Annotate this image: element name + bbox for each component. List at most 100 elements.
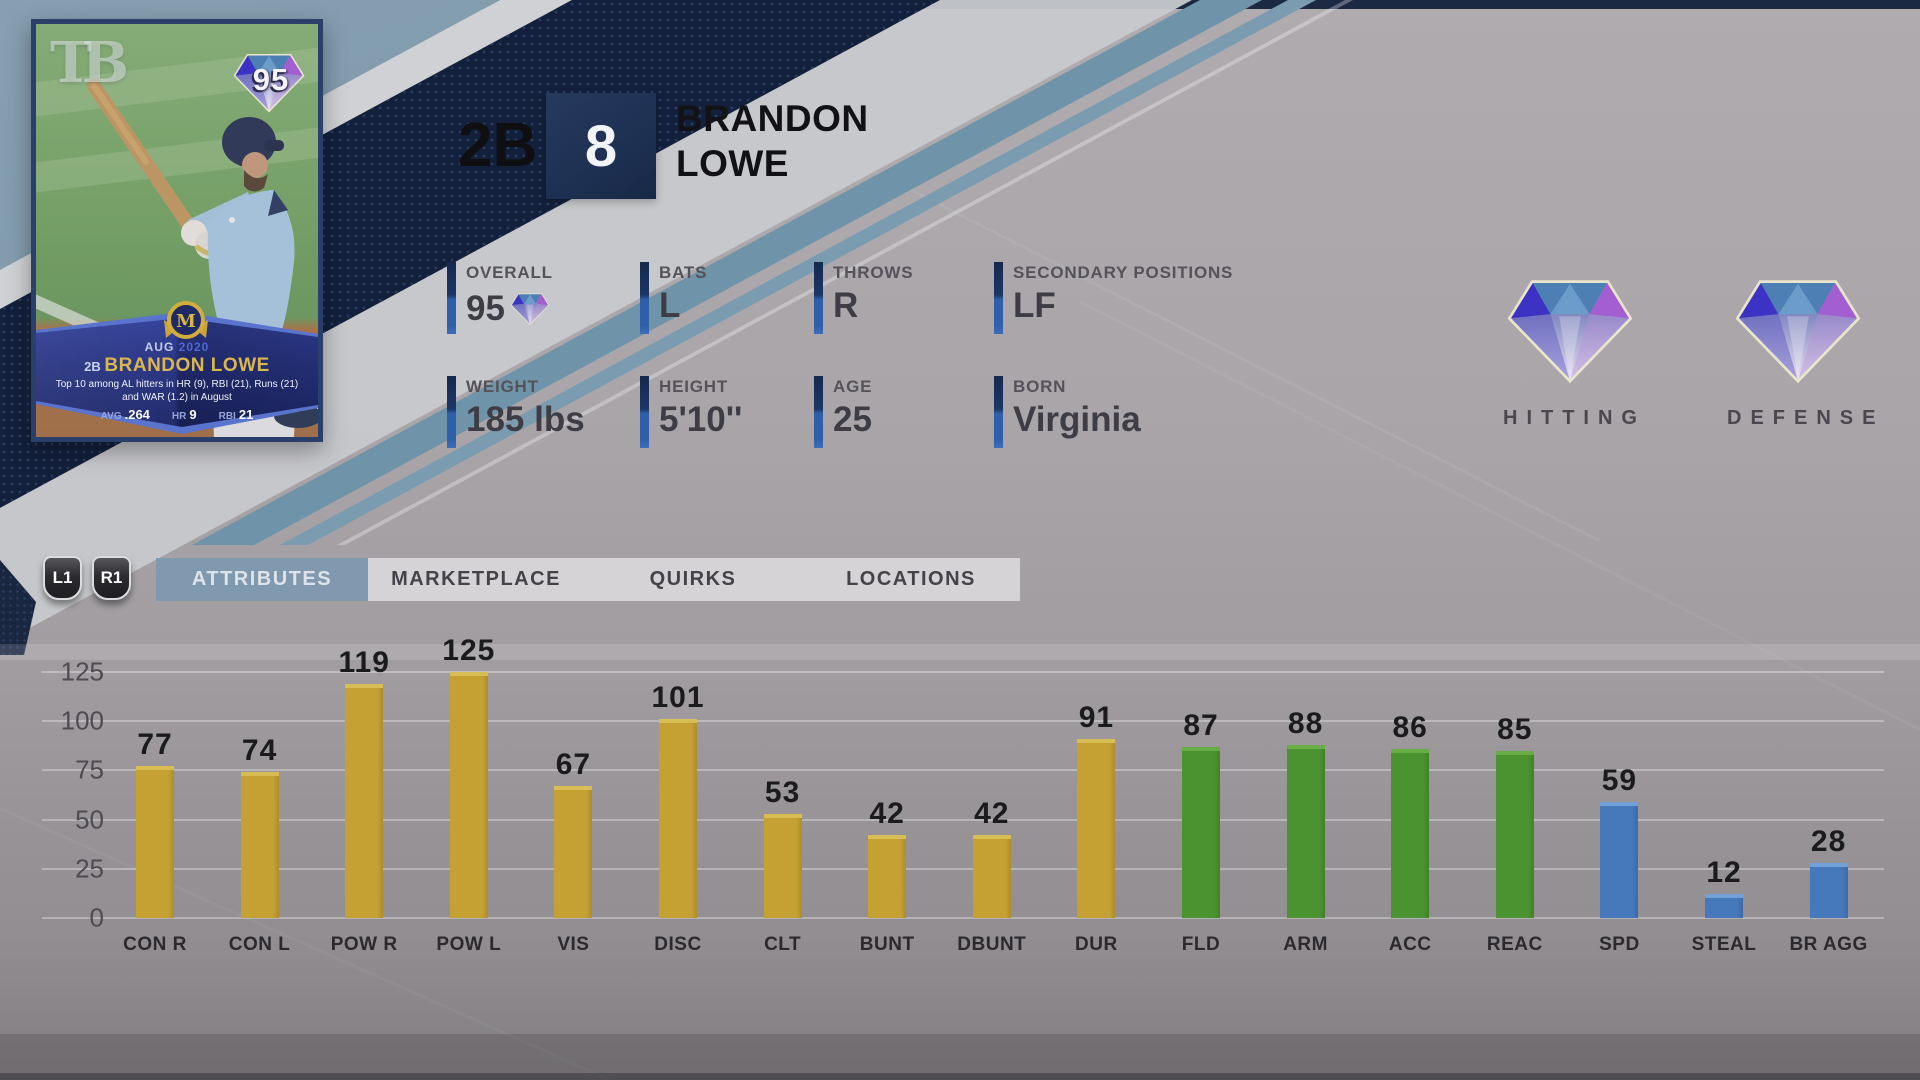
header-position: 2B [458,111,538,180]
info-accent-bar [814,262,823,334]
info-value-bats: L [659,286,681,325]
overall-gem-icon [510,289,550,335]
jersey-number-box: 8 [546,93,656,199]
bar-value-steal: 12 [1706,856,1742,890]
bar-label-steal: STEAL [1691,934,1757,955]
info-label-age: AGE [833,377,873,396]
tab-marketplace[interactable]: MARKETPLACE [368,558,584,601]
team-watermark: TB [50,30,129,96]
bar-dur [1077,738,1116,918]
info-accent-bar [994,376,1003,448]
card-hr: HR 9 [171,407,197,422]
info-value-weight: 185 lbs [466,400,585,439]
l1-button[interactable]: L1 [43,556,82,600]
bar-label-vis: VIS [557,934,590,955]
info-value-throws: R [833,286,859,325]
bar-label-arm: ARM [1283,934,1328,955]
card-year: 2020 [178,340,210,354]
bar-label-pow-l: POW L [436,934,502,955]
bar-value-con-l: 74 [241,734,278,768]
bar-label-con-l: CON L [228,934,291,955]
bar-dbunt [972,835,1011,918]
svg-text:M: M [176,311,196,332]
bar-value-vis: 67 [555,748,592,782]
info-value-born: Virginia [1013,400,1141,439]
bar-label-disc: DISC [654,934,702,955]
bar-value-spd: 59 [1601,763,1638,797]
chart-top-band [0,644,1920,660]
bar-value-reac: 85 [1497,712,1533,746]
card-blurb: Top 10 among AL hitters in HR (9), RBI (… [55,379,299,403]
info-accent-bar [814,376,823,448]
info-label-height: HEIGHT [659,377,729,396]
card-month: AUG [144,340,175,354]
monthly-medallion: M [160,296,212,348]
gridline-100 [42,720,1884,723]
bar-steal [1705,894,1743,918]
bar-value-con-r: 77 [137,728,173,762]
bar-value-fld: 87 [1183,708,1219,742]
info-item-age: AGE 25 [814,376,994,448]
info-item-throws: THROWS R [814,262,994,334]
info-item-bats: BATS L [640,262,814,334]
tab-locations[interactable]: LOCATIONS [802,558,1020,601]
ytick-100: 100 [60,705,104,736]
player-card: TB M AUG 2020 2B BRANDON LOWE Top 10 amo… [31,19,323,442]
bar-con-l [240,772,279,918]
bar-vis [554,786,593,918]
bar-value-dur: 91 [1078,700,1115,734]
card-summary: AVG .264 HR 9 RBI 21 [36,406,318,424]
player-name: BRANDON LOWE [676,96,869,186]
bar-arm [1286,744,1325,918]
bar-fld [1182,746,1220,918]
jersey-number: 8 [584,113,618,179]
info-accent-bar [447,262,456,334]
bar-label-spd: SPD [1599,934,1640,955]
gridline-0 [42,917,1884,919]
hitting-gem-icon [1505,266,1635,391]
card-rating-badge: 95 [232,46,310,126]
bar-clt [763,813,802,918]
info-label-born: BORN [1013,377,1067,396]
bar-value-pow-r: 119 [338,645,390,679]
defense-badge: DEFENSE [1718,266,1878,430]
bottom-edge-strip [0,1073,1920,1080]
gridline-25 [42,867,1884,870]
info-label-weight: WEIGHT [466,377,539,396]
bar-label-dbunt: DBUNT [957,934,1027,955]
info-accent-bar [640,376,649,448]
defense-gem-icon [1733,266,1863,391]
ytick-125: 125 [60,656,104,687]
tab-quirks[interactable]: QUIRKS [584,558,802,601]
gridline-50 [42,818,1884,821]
bar-label-bunt: BUNT [859,934,915,955]
info-label-throws: THROWS [833,263,914,282]
bar-value-arm: 88 [1287,706,1324,740]
bar-pow-l [449,672,488,918]
bar-value-br-agg: 28 [1810,824,1847,858]
bar-bunt [868,835,907,918]
bar-spd [1600,801,1639,918]
card-rating: 95 [252,62,290,97]
bar-disc [659,719,697,918]
tab-attributes[interactable]: ATTRIBUTES [156,558,368,601]
info-label-secondary-positions: SECONDARY POSITIONS [1013,263,1234,282]
bar-value-clt: 53 [764,775,801,809]
card-player-name: BRANDON LOWE [104,355,270,376]
gridline-75 [42,769,1884,772]
ytick-75: 75 [75,754,104,785]
bar-label-pow-r: POW R [330,934,398,955]
bar-br-agg [1809,862,1848,918]
info-value-overall: 95 [466,286,553,332]
player-last-name: LOWE [676,143,789,184]
hitting-badge: HITTING [1490,266,1650,430]
bar-label-br-agg: BR AGG [1789,934,1868,955]
card-banner [36,318,318,427]
top-edge-strip [0,0,1920,9]
player-first-name: BRANDON [676,98,869,139]
hitting-label: HITTING [1503,407,1646,429]
footer-shade [0,1034,1920,1080]
card-name-row: 2B BRANDON LOWE [36,355,318,377]
r1-button[interactable]: R1 [92,556,131,600]
